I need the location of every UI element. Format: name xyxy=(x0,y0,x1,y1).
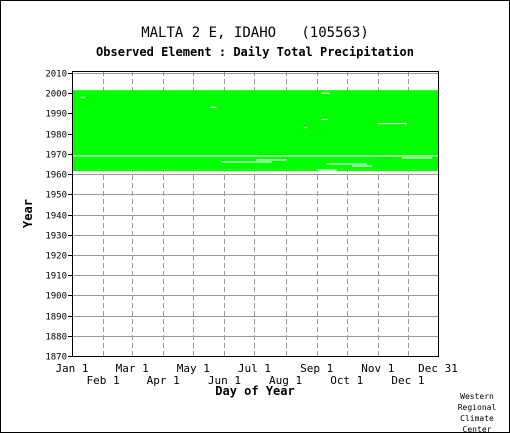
y-tick-label: 1900 xyxy=(45,292,67,302)
y-tick-label: 1910 xyxy=(45,272,67,282)
y-tick-label: 2010 xyxy=(45,70,67,80)
credit-text: Western Regional Climate Center xyxy=(457,392,497,433)
y-tick-label: 1930 xyxy=(45,232,67,242)
data-layer xyxy=(72,90,438,172)
y-tick-label: 1960 xyxy=(45,171,67,181)
x-tick-label: Mar 1 xyxy=(116,362,149,375)
x-tick-label: Apr 1 xyxy=(147,374,180,387)
y-tick-label: 1940 xyxy=(45,212,67,222)
y-tick-label: 2000 xyxy=(45,90,67,100)
missing-data-gap xyxy=(376,122,407,125)
y-tick-label: 1920 xyxy=(45,252,67,262)
missing-data-gap xyxy=(401,157,432,159)
y-tick-label: 1870 xyxy=(45,353,67,363)
x-tick-label: Jul 1 xyxy=(238,362,271,375)
missing-data-gap xyxy=(221,161,272,163)
y-tick-label: 1890 xyxy=(45,313,67,323)
missing-data-gap xyxy=(351,165,372,167)
x-tick-label: Jan 1 xyxy=(55,362,88,375)
chart-title: MALTA 2 E, IDAHO (105563) xyxy=(141,25,369,41)
missing-data-gap xyxy=(326,163,367,165)
x-tick-label: Aug 1 xyxy=(269,374,302,387)
y-tick-label: 1950 xyxy=(45,191,67,201)
x-tick-label: Jun 1 xyxy=(208,374,241,387)
x-tick-label: Nov 1 xyxy=(361,362,394,375)
y-tick-label: 1880 xyxy=(45,333,67,343)
plot-area-border xyxy=(72,71,439,357)
missing-data-gap xyxy=(321,118,328,121)
x-tick-label: Sep 1 xyxy=(300,362,333,375)
missing-data-gap xyxy=(72,155,438,157)
data-coverage-block xyxy=(72,169,438,172)
x-tick-label: Dec 1 xyxy=(391,374,424,387)
tick-layer: 2010 2000 1990 1980 1970 1960 1950 1940 1930 1920… xyxy=(45,70,458,388)
x-tick-label: Dec 31 xyxy=(418,362,458,375)
data-coverage-block xyxy=(72,90,438,170)
missing-data-gap xyxy=(316,169,337,171)
y-tick-label: 1980 xyxy=(45,131,67,141)
missing-data-gap xyxy=(81,96,86,98)
x-tick-label: Feb 1 xyxy=(87,374,120,387)
y-tick-label: 1990 xyxy=(45,110,67,120)
y-axis-label: Year xyxy=(21,199,35,228)
missing-data-gap xyxy=(210,106,217,108)
missing-data-gap xyxy=(303,127,307,129)
x-axis-label: Day of Year xyxy=(215,384,294,398)
missing-data-gap xyxy=(381,155,397,157)
missing-data-gap xyxy=(256,159,287,161)
y-tick-label: 1970 xyxy=(45,151,67,161)
chart-subtitle: Observed Element : Daily Total Precipita… xyxy=(96,45,414,59)
x-tick-label: Oct 1 xyxy=(330,374,363,387)
missing-data-gap xyxy=(321,92,330,94)
x-tick-label: May 1 xyxy=(177,362,210,375)
